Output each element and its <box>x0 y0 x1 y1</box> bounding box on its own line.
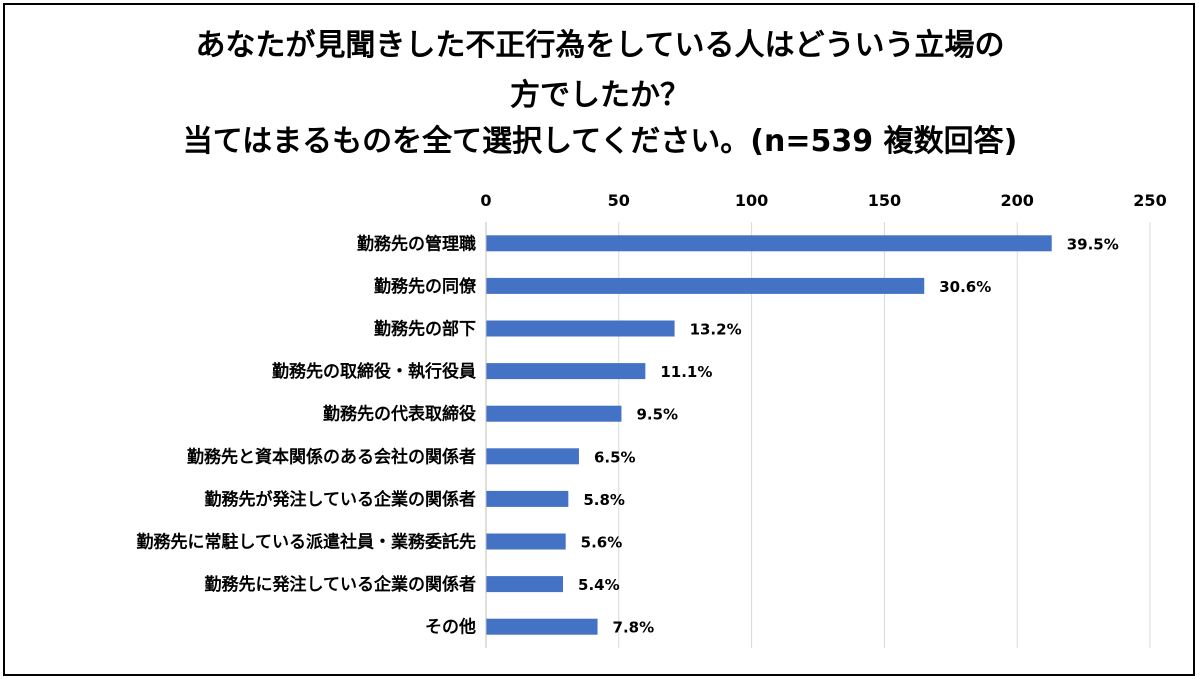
data-label: 39.5% <box>1067 235 1119 253</box>
bar <box>486 576 564 593</box>
x-tick-label: 150 <box>868 191 901 210</box>
category-label: その他 <box>425 617 476 638</box>
category-label: 勤務先に常駐している派遣社員・業務委託先 <box>137 532 477 553</box>
category-label: 勤務先に発注している企業の関係者 <box>205 574 477 595</box>
bar <box>486 618 598 635</box>
chart-title-line-2: 方でしたか？ <box>510 78 690 113</box>
data-label: 11.1% <box>660 363 712 381</box>
bar <box>486 320 675 337</box>
bar <box>486 533 566 550</box>
bar <box>486 235 1052 252</box>
bar <box>486 490 569 507</box>
category-label: 勤務先の取締役・執行役員 <box>272 361 476 382</box>
x-tick-label: 100 <box>735 191 768 210</box>
data-label: 5.8% <box>583 491 625 509</box>
bar <box>486 277 925 294</box>
data-label: 7.8% <box>613 619 655 637</box>
chart-frame <box>3 3 1195 676</box>
x-tick-label: 200 <box>1000 191 1033 210</box>
x-tick-label: 50 <box>608 191 630 210</box>
data-label: 30.6% <box>939 278 991 296</box>
bar <box>486 448 579 465</box>
category-label: 勤務先と資本関係のある会社の関係者 <box>187 446 476 467</box>
category-label: 勤務先の部下 <box>374 319 476 340</box>
data-label: 13.2% <box>690 321 742 339</box>
category-label: 勤務先の同僚 <box>374 276 477 297</box>
x-tick-label: 0 <box>480 191 491 210</box>
bar <box>486 363 646 380</box>
x-tick-label: 250 <box>1133 191 1166 210</box>
bar <box>486 405 622 422</box>
chart-title-line-1: あなたが見聞きした不正行為をしている人はどういう立場の <box>195 28 1005 63</box>
category-label: 勤務先が発注している企業の関係者 <box>205 489 477 510</box>
chart-title-line-3: 当てはまるものを全て選択してください。(n=539 複数回答) <box>182 124 1018 159</box>
data-label: 5.4% <box>578 576 620 594</box>
category-label: 勤務先の代表取締役 <box>323 404 476 425</box>
data-label: 9.5% <box>636 406 678 424</box>
data-label: 5.6% <box>581 534 623 552</box>
category-label: 勤務先の管理職 <box>357 233 476 254</box>
data-label: 6.5% <box>594 448 636 466</box>
